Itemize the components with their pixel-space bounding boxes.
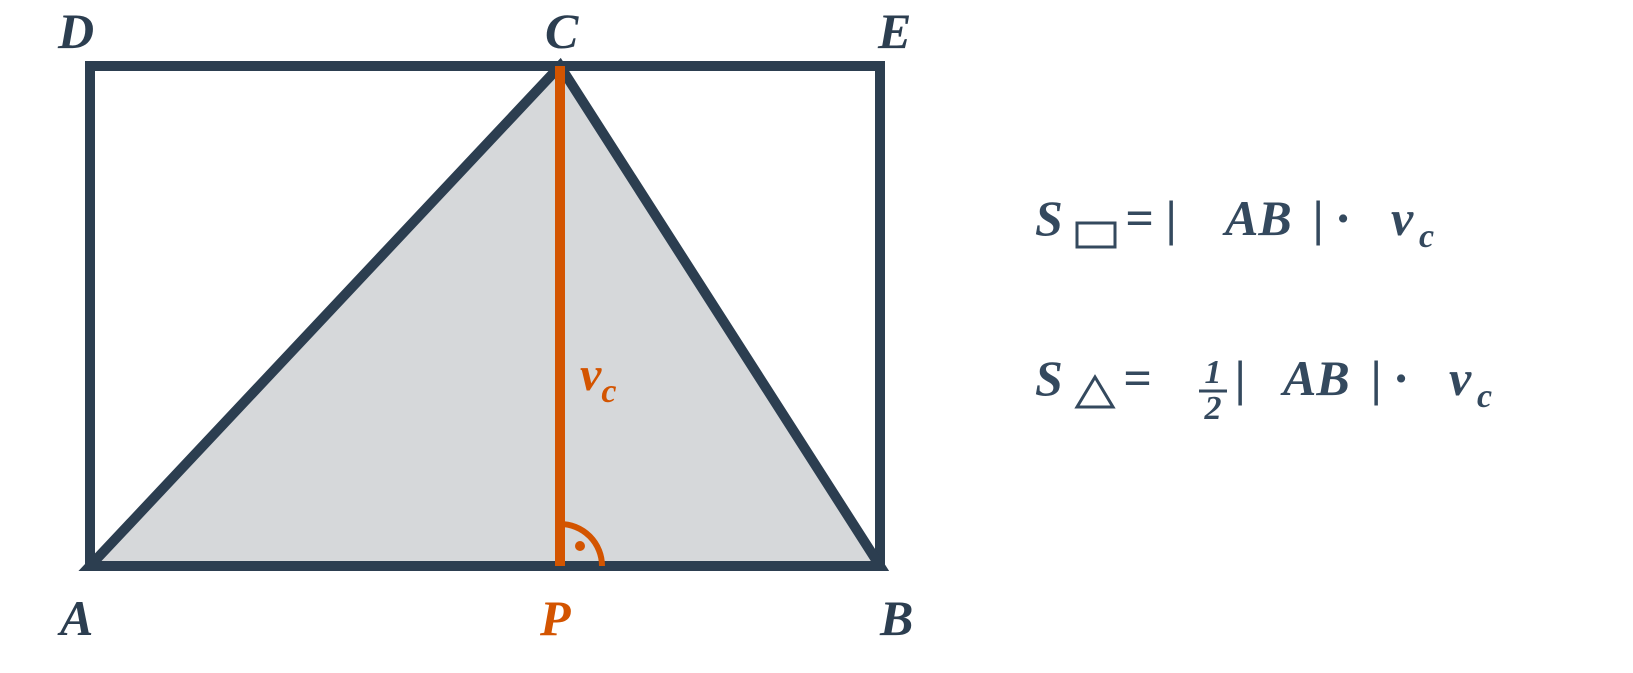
formula-rectangle-area: S = | AB | · v c: [1035, 190, 1434, 255]
svg-text:| ·: | ·: [1313, 190, 1349, 246]
vertex-label-a: A: [57, 590, 93, 646]
vertex-label-c: C: [545, 3, 579, 59]
svg-text:AB: AB: [1222, 190, 1292, 246]
vertex-label-e: E: [877, 3, 911, 59]
svg-text:S: S: [1035, 350, 1063, 406]
svg-text:c: c: [1477, 378, 1492, 415]
triangle-icon: [1077, 377, 1113, 407]
svg-text:=: =: [1123, 350, 1152, 406]
rectangle-icon: [1077, 223, 1115, 247]
svg-text:|: |: [1235, 350, 1246, 406]
svg-text:1: 1: [1205, 354, 1222, 391]
svg-text:2: 2: [1204, 390, 1222, 427]
svg-text:= |: = |: [1125, 190, 1177, 246]
right-angle-dot: [575, 541, 585, 551]
svg-text:AB: AB: [1280, 350, 1350, 406]
formula-triangle-area: S = 1 2 | AB | · v c: [1035, 350, 1492, 427]
svg-text:c: c: [1419, 218, 1434, 255]
svg-text:| ·: | ·: [1371, 350, 1407, 406]
svg-text:v: v: [1449, 350, 1472, 406]
vertex-label-b: B: [879, 590, 913, 646]
vertex-label-p: P: [539, 590, 571, 646]
vertex-label-d: D: [57, 3, 94, 59]
svg-text:v: v: [1391, 190, 1414, 246]
svg-text:S: S: [1035, 190, 1063, 246]
